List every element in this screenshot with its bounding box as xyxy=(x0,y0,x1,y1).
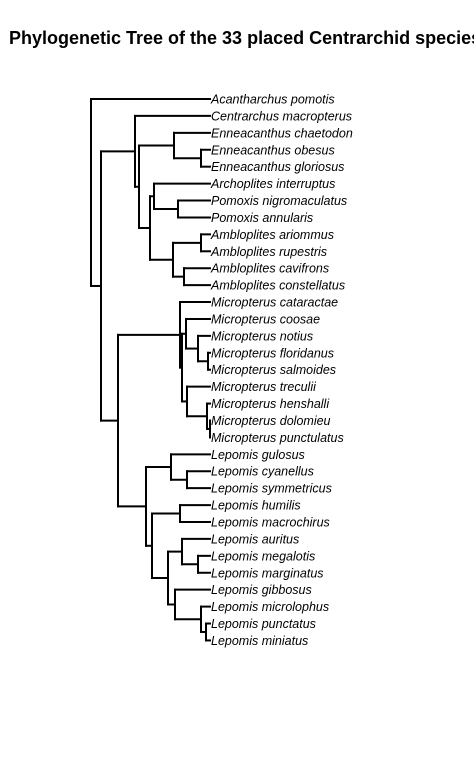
tip-label: Ambloplites constellatus xyxy=(210,279,345,293)
tree-branches xyxy=(91,99,210,640)
tip-label: Lepomis punctatus xyxy=(211,617,316,631)
tip-label: Micropterus salmoides xyxy=(211,363,336,377)
tip-label: Lepomis marginatus xyxy=(211,566,324,580)
tip-label: Lepomis auritus xyxy=(211,532,299,546)
tip-label: Micropterus treculii xyxy=(211,380,317,394)
tip-label: Lepomis megalotis xyxy=(211,549,315,563)
tip-label: Micropterus henshalli xyxy=(211,397,330,411)
tip-label: Lepomis gulosus xyxy=(211,448,305,462)
tip-label: Lepomis miniatus xyxy=(211,634,308,648)
tip-label: Centrarchus macropterus xyxy=(211,109,352,123)
tip-label: Micropterus floridanus xyxy=(211,346,334,360)
tip-label: Acantharchus pomotis xyxy=(210,93,335,107)
tip-label: Lepomis gibbosus xyxy=(211,583,312,597)
tip-label: Archoplites interruptus xyxy=(210,177,335,191)
tip-label: Enneacanthus gloriosus xyxy=(211,160,344,174)
tip-label: Micropterus coosae xyxy=(211,312,320,326)
tip-label: Enneacanthus obesus xyxy=(211,143,335,157)
tip-label: Ambloplites cavifrons xyxy=(210,262,329,276)
tip-label: Lepomis cyanellus xyxy=(211,465,314,479)
tip-label: Ambloplites ariommus xyxy=(210,228,334,242)
tip-label: Enneacanthus chaetodon xyxy=(211,126,353,140)
tip-label: Micropterus cataractae xyxy=(211,296,338,310)
tip-label: Micropterus notius xyxy=(211,329,313,343)
tip-label: Pomoxis nigromaculatus xyxy=(211,194,347,208)
tip-label: Lepomis macrochirus xyxy=(211,516,330,530)
tip-labels: Acantharchus pomotis Centrarchus macropte… xyxy=(210,93,353,648)
tip-label: Lepomis microlophus xyxy=(211,600,329,614)
tip-label: Micropterus punctulatus xyxy=(211,431,344,445)
tip-label: Lepomis humilis xyxy=(211,499,301,513)
tip-label: Ambloplites rupestris xyxy=(210,245,327,259)
tip-label: Micropterus dolomieu xyxy=(211,414,331,428)
tip-label: Pomoxis annularis xyxy=(211,211,313,225)
tip-label: Lepomis symmetricus xyxy=(211,482,332,496)
